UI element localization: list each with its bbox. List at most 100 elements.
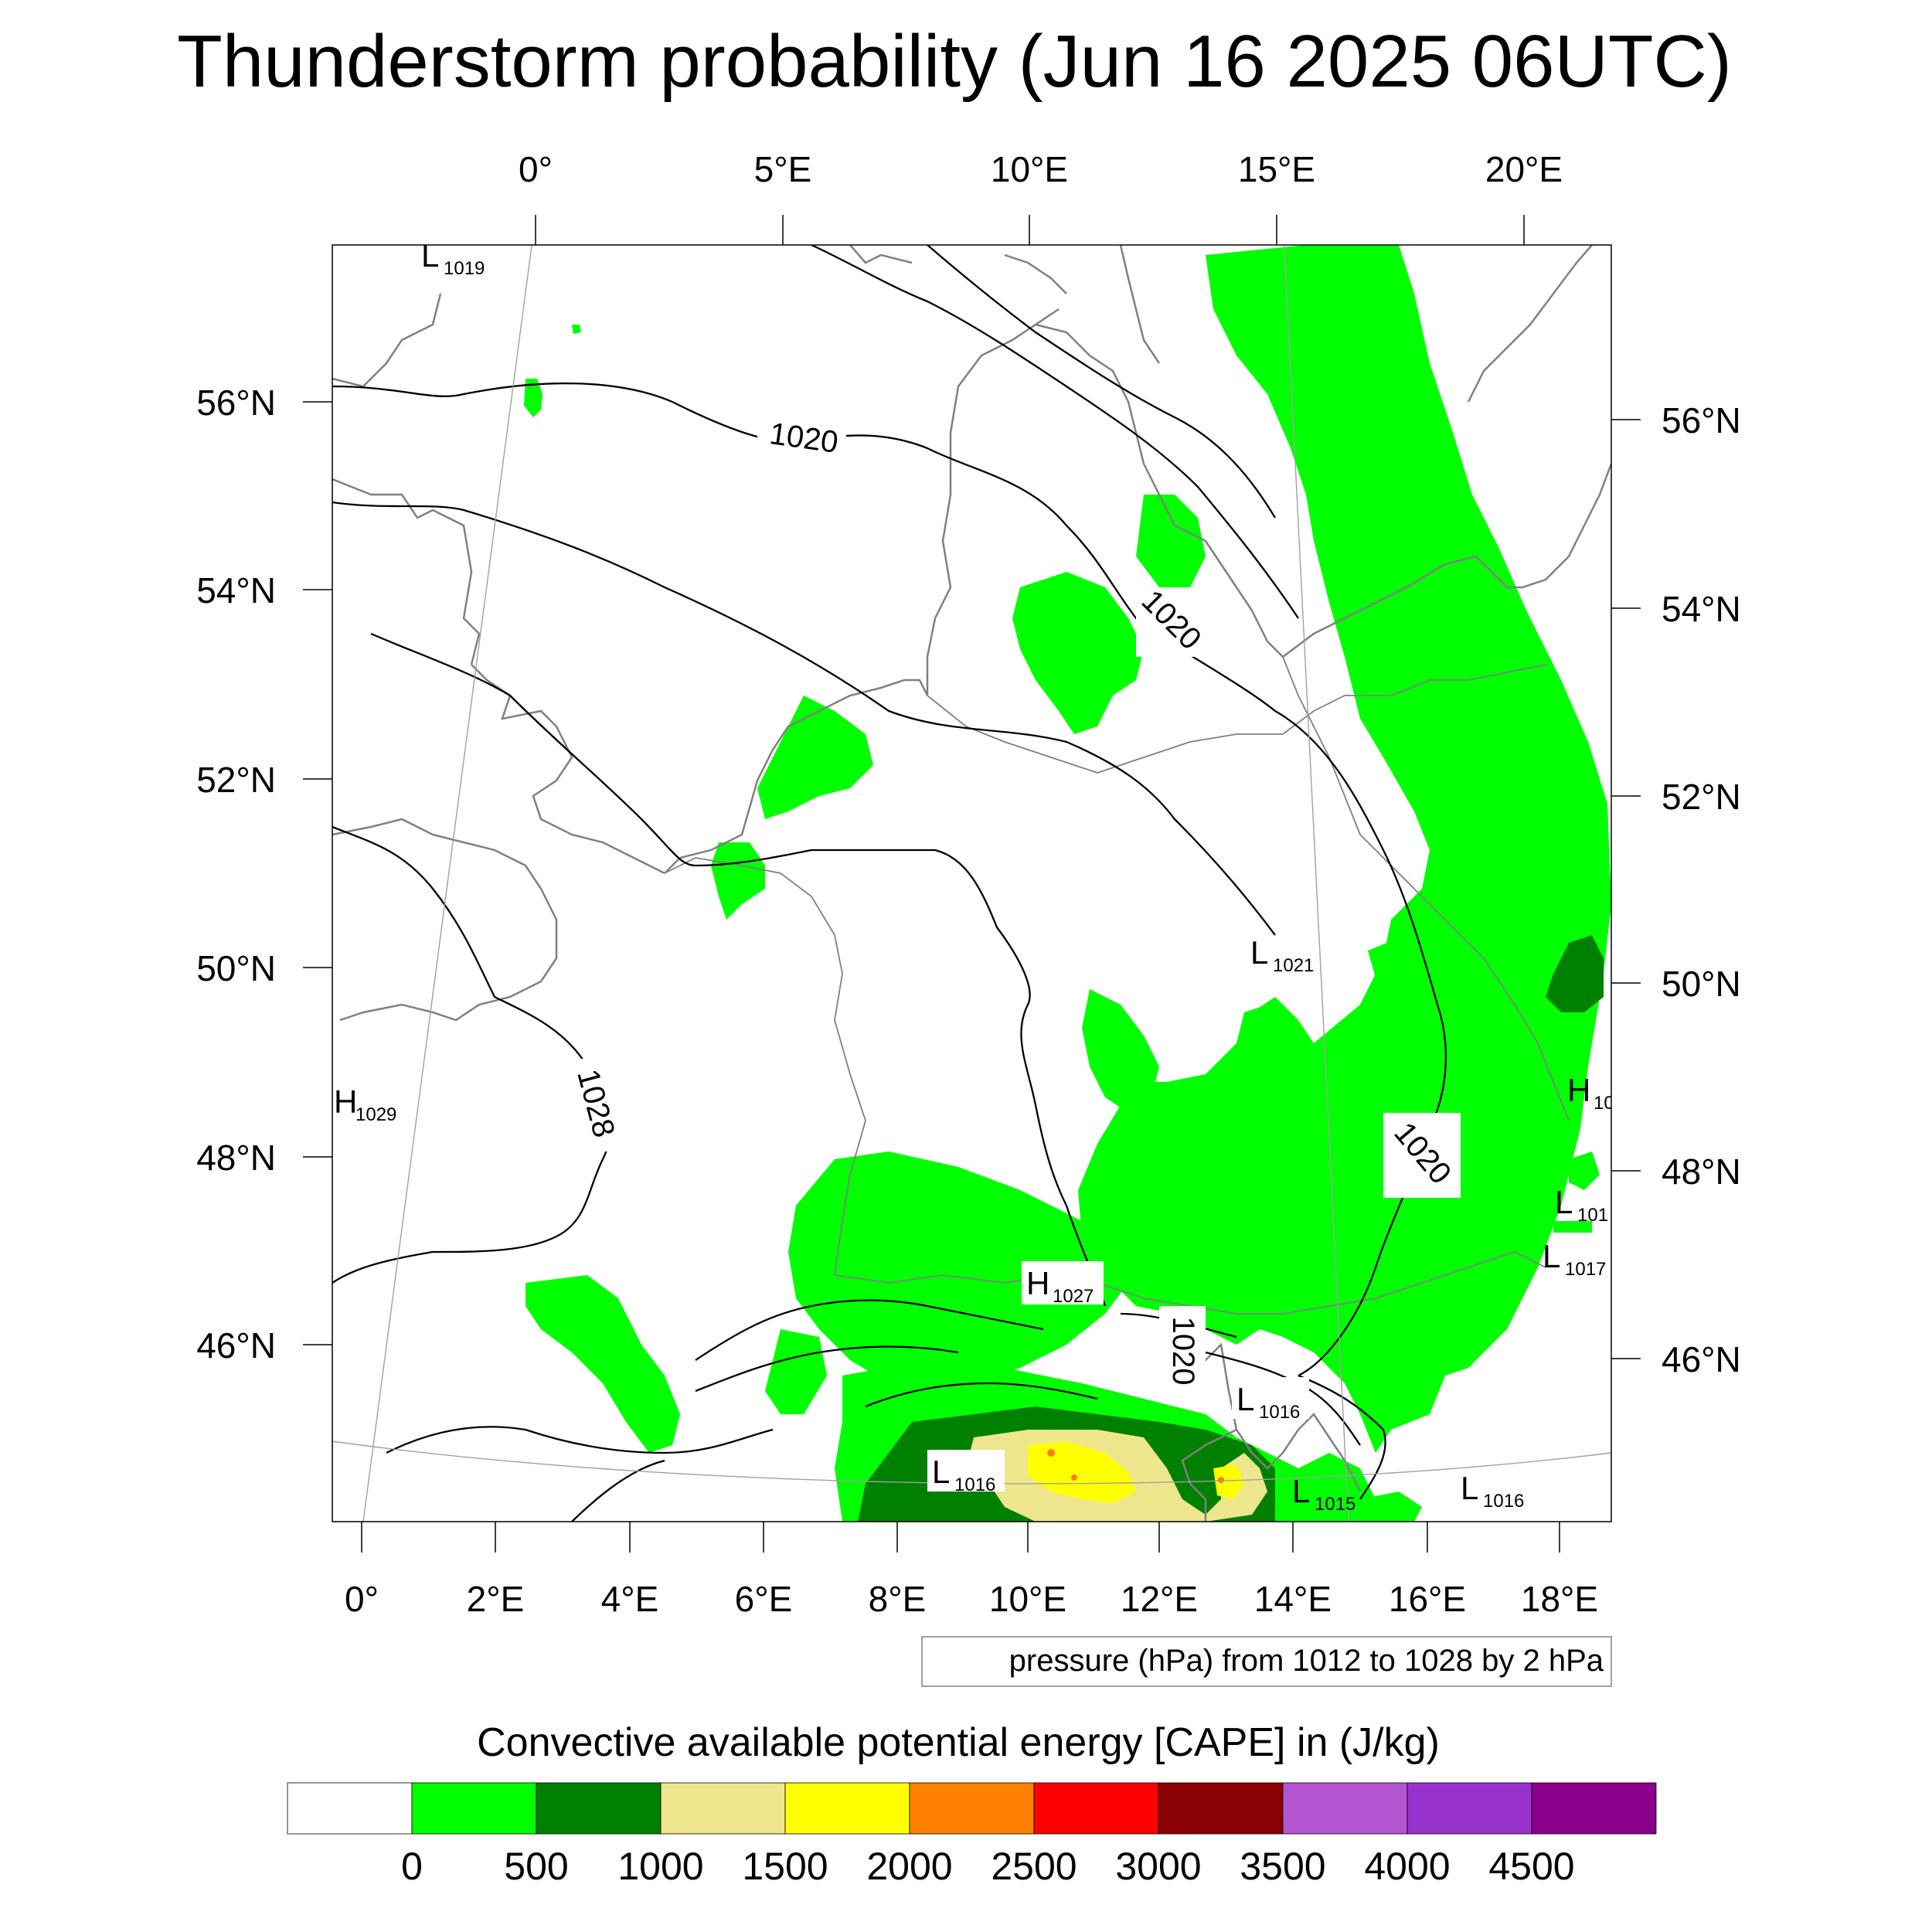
colorbar-tick-label: 3000 (1115, 1845, 1201, 1888)
low-center-1015: L 1015 (1292, 1473, 1355, 1515)
bottom-lon-labels: 0° 2°E 4°E 6°E 8°E 10°E 12°E 14°E 16°E 1… (345, 1579, 1598, 1619)
right-lat-label: 52°N (1662, 777, 1741, 817)
left-lat-axis (303, 401, 332, 1345)
bottom-lon-label: 18°E (1521, 1579, 1598, 1619)
colorbar-swatch (1406, 1782, 1532, 1835)
right-lat-label: 50°N (1662, 964, 1741, 1004)
top-lon-label: 0° (519, 149, 553, 189)
svg-text:101: 101 (1577, 1205, 1608, 1226)
colorbar-tick-label: 0 (401, 1845, 423, 1888)
svg-text:H: H (1567, 1072, 1590, 1108)
top-lon-label: 15°E (1238, 149, 1315, 189)
svg-text:1015: 1015 (1315, 1494, 1355, 1515)
bottom-lon-label: 10°E (989, 1579, 1066, 1619)
colorbar-swatch (660, 1782, 786, 1835)
left-lat-label: 50°N (196, 948, 276, 988)
low-center-1016-alps: L 1016 (1232, 1377, 1309, 1423)
map-frame (332, 244, 1612, 1522)
colorbar-swatch (1158, 1782, 1284, 1835)
colorbar-swatch (287, 1782, 413, 1835)
right-lat-label: 46°N (1662, 1339, 1741, 1379)
colorbar-tick-label: 4500 (1488, 1845, 1574, 1888)
bottom-lon-label: 2°E (467, 1579, 525, 1619)
colorbar-tick-label: 500 (504, 1845, 568, 1888)
colorbar-title: Convective available potential energy [C… (477, 1720, 1440, 1765)
colorbar-tick-label: 3500 (1240, 1845, 1325, 1888)
high-center-1029: H 1029 (334, 1083, 396, 1125)
low-center-edge-1: L 101 (1555, 1184, 1608, 1226)
svg-text:L: L (1555, 1184, 1573, 1220)
right-lat-label: 48°N (1662, 1151, 1741, 1192)
top-lon-labels: 0° 5°E 10°E 15°E 20°E (519, 149, 1563, 189)
bottom-lon-label: 8°E (869, 1579, 927, 1619)
svg-text:L: L (1236, 1381, 1254, 1417)
svg-text:L: L (1250, 934, 1268, 971)
cape-shading-1500-2000 (1028, 1441, 1244, 1503)
isobar-labels: 1020 1020 1028 1020 1020 (568, 413, 1461, 1399)
colorbar (287, 1782, 1657, 1835)
bottom-lon-axis (361, 1522, 1560, 1553)
svg-text:L: L (1461, 1470, 1478, 1506)
svg-text:1016: 1016 (954, 1475, 995, 1495)
left-lat-label: 46°N (196, 1325, 276, 1366)
colorbar-tick-label: 2000 (866, 1845, 952, 1888)
colorbar-swatch (1531, 1782, 1657, 1835)
top-lon-label: 10°E (991, 149, 1068, 189)
colorbar-labels: 0 500 1000 1500 2000 2500 3000 3500 4000 4500 (401, 1845, 1575, 1888)
low-center-1016-east: L 1016 (1461, 1470, 1524, 1512)
left-lat-labels: 56°N 54°N 52°N 50°N 48°N 46°N (196, 383, 276, 1366)
left-lat-label: 56°N (196, 383, 276, 423)
right-lat-labels: 56°N 54°N 52°N 50°N 48°N 46°N (1662, 400, 1741, 1379)
svg-text:1016: 1016 (1483, 1491, 1524, 1512)
colorbar-swatch (536, 1782, 662, 1835)
svg-text:L: L (932, 1454, 950, 1490)
low-center-1016-west: L 1016 (927, 1450, 1005, 1495)
colorbar-tick-label: 1500 (742, 1845, 828, 1888)
colorbar-tick-label: 4000 (1364, 1845, 1450, 1888)
low-center-1021: L 1021 (1250, 934, 1314, 976)
svg-text:1016: 1016 (1259, 1402, 1300, 1423)
top-lon-label: 20°E (1485, 149, 1563, 189)
svg-text:L: L (421, 237, 439, 274)
pressure-centers: L 1019 H 1029 L 1021 H 1027 L 1016 (334, 237, 1614, 1515)
high-center-edge: H 10 (1567, 1072, 1614, 1114)
bottom-lon-label: 16°E (1389, 1579, 1466, 1619)
left-lat-label: 48°N (196, 1138, 276, 1178)
right-lat-axis (1611, 419, 1641, 1359)
bottom-lon-label: 14°E (1254, 1579, 1332, 1619)
svg-text:1029: 1029 (355, 1104, 396, 1125)
map-area: 1020 1020 1028 1020 1020 L 1019 H 1029 L… (332, 237, 1614, 1522)
colorbar-swatch (909, 1782, 1035, 1835)
colorbar-swatch (784, 1782, 910, 1835)
colorbar-swatch (411, 1782, 537, 1835)
svg-text:H: H (334, 1083, 357, 1120)
colorbar-tick-label: 1000 (617, 1845, 703, 1888)
left-lat-label: 52°N (196, 760, 276, 800)
isobar-label-1020-alps: 1020 (1166, 1317, 1200, 1386)
svg-text:10: 10 (1594, 1093, 1614, 1114)
contour-info-box: pressure (hPa) from 1012 to 1028 by 2 hP… (921, 1636, 1612, 1687)
low-center-edge-1017: L 1017 (1543, 1238, 1606, 1280)
colorbar-tick-label: 2500 (991, 1845, 1077, 1888)
bottom-lon-label: 12°E (1121, 1579, 1198, 1619)
contour-info-text: pressure (hPa) from 1012 to 1028 by 2 hP… (1009, 1644, 1604, 1678)
high-center-1027: H 1027 (1022, 1261, 1104, 1307)
coastlines (332, 245, 1611, 1522)
svg-text:1017: 1017 (1565, 1259, 1606, 1280)
bottom-lon-label: 4°E (601, 1579, 659, 1619)
svg-text:L: L (1543, 1238, 1560, 1274)
bottom-lon-label: 6°E (735, 1579, 793, 1619)
bottom-lon-label: 0° (345, 1579, 379, 1619)
svg-text:1019: 1019 (444, 258, 485, 279)
svg-text:H: H (1026, 1265, 1049, 1301)
colorbar-swatch (1033, 1782, 1159, 1835)
svg-text:1021: 1021 (1273, 955, 1314, 976)
low-center-1019: L 1019 (421, 237, 485, 279)
left-lat-label: 54°N (196, 570, 276, 611)
svg-text:1027: 1027 (1053, 1286, 1094, 1307)
right-lat-label: 56°N (1662, 400, 1741, 440)
top-lon-axis (535, 215, 1525, 245)
map-title: Thunderstorm probability (Jun 16 2025 06… (177, 20, 1732, 103)
top-lon-label: 5°E (754, 149, 812, 189)
